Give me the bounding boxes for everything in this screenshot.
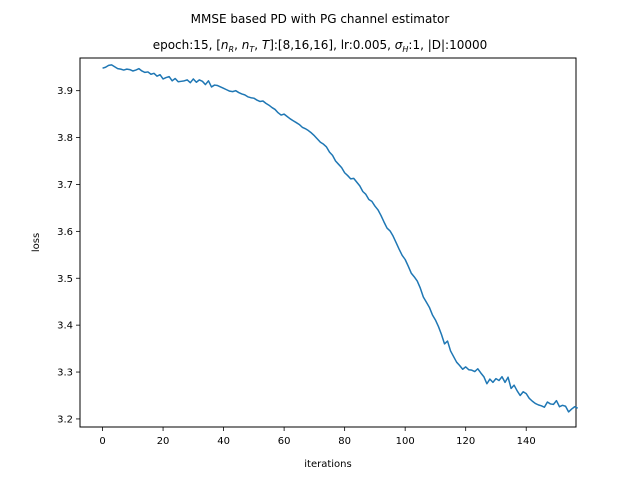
y-tick-label: 3.5 <box>57 274 73 285</box>
x-tick-label: 140 <box>517 436 536 447</box>
y-tick-label: 3.4 <box>57 321 73 332</box>
y-axis: 3.2 3.3 3.4 3.5 3.6 3.7 3.8 3.9 <box>57 86 80 425</box>
y-tick-label: 3.6 <box>57 227 73 238</box>
x-axis: 0 20 40 60 80 100 120 140 <box>99 427 536 447</box>
loss-series-line <box>102 64 578 413</box>
y-tick-label: 3.3 <box>57 368 73 379</box>
chart-subtitle: epoch:15, [nR, nT, T]:[8,16,16], lr:0.00… <box>153 38 488 54</box>
y-tick-label: 3.9 <box>57 86 73 97</box>
x-axis-label: iterations <box>304 459 351 470</box>
chart-title: MMSE based PD with PG channel estimator <box>191 12 450 26</box>
plot-area <box>102 64 578 413</box>
y-tick-label: 3.8 <box>57 133 73 144</box>
y-tick-label: 3.2 <box>57 414 73 425</box>
x-tick-label: 20 <box>157 436 170 447</box>
x-tick-label: 80 <box>338 436 351 447</box>
x-tick-label: 0 <box>99 436 105 447</box>
y-tick-label: 3.7 <box>57 180 73 191</box>
y-axis-label: loss <box>31 233 42 252</box>
x-tick-label: 100 <box>396 436 415 447</box>
x-tick-label: 120 <box>456 436 475 447</box>
plot-frame <box>79 57 577 428</box>
x-tick-label: 40 <box>217 436 230 447</box>
x-tick-label: 60 <box>278 436 291 447</box>
